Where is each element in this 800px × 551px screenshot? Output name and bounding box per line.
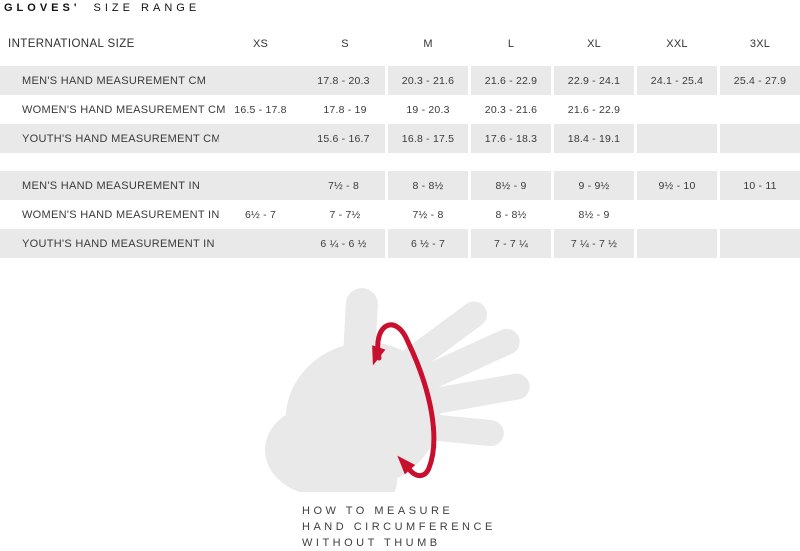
size-cell: 8½ - 9 (471, 171, 551, 200)
size-cell: 25.4 - 27.9 (720, 66, 800, 95)
size-cell: 16.5 - 17.8 (234, 103, 287, 116)
size-cell: 20.3 - 21.6 (388, 66, 468, 95)
size-cell: 20.3 - 21.6 (484, 103, 538, 116)
caption-line: WITHOUT THUMB (302, 537, 441, 549)
size-cell: 9 - 9½ (554, 171, 634, 200)
measure-arrow-icon (372, 322, 437, 479)
caption-line: HOW TO MEASURE (302, 505, 454, 517)
size-cell: 17.8 - 19 (323, 103, 367, 116)
hand-silhouette (265, 288, 530, 511)
size-cell (637, 95, 717, 124)
size-cell: 8 - 8½ (495, 208, 527, 221)
row-label: MEN'S HAND MEASUREMENT CM (0, 66, 219, 95)
size-cell: 7½ - 8 (412, 208, 444, 221)
size-cell: 6½ - 7 (245, 208, 276, 221)
size-cell: 21.6 - 22.9 (471, 66, 551, 95)
size-cell: 22.9 - 24.1 (554, 66, 634, 95)
caption-line: HAND CIRCUMFERENCE (302, 521, 496, 533)
size-column-header-xxl: XXL (666, 38, 688, 50)
row-label: YOUTH'S HAND MEASUREMENT CM (0, 124, 221, 153)
table-row-youths-cm: YOUTH'S HAND MEASUREMENT CM 15.6 - 16.7 … (0, 124, 800, 153)
size-cell: 24.1 - 25.4 (637, 66, 717, 95)
table-row-womens-in: WOMEN'S HAND MEASUREMENT IN 6½ - 7 7 - 7… (0, 200, 800, 229)
table-row-youths-in: YOUTH'S HAND MEASUREMENT IN 6 ¼ - 6 ½ 6 … (0, 229, 800, 258)
table-row-mens-cm: MEN'S HAND MEASUREMENT CM 17.8 - 20.3 20… (0, 66, 800, 95)
size-cell (219, 171, 302, 200)
row-label: WOMEN'S HAND MEASUREMENT CM (22, 103, 226, 116)
size-cell: 7 - 7 ¼ (471, 229, 551, 258)
table-header: INTERNATIONAL SIZE XS S M L XL XXL 3XL (0, 36, 800, 52)
size-cell: 18.4 - 19.1 (554, 124, 634, 153)
size-table: INTERNATIONAL SIZE XS S M L XL XXL 3XL M… (0, 36, 800, 258)
size-cell (637, 200, 717, 229)
size-cell: 7 - 7½ (329, 208, 361, 221)
size-cell: 19 - 20.3 (406, 103, 450, 116)
hand-measure-diagram (265, 288, 530, 511)
header-label: INTERNATIONAL SIZE (8, 38, 135, 50)
size-cell: 9½ - 10 (637, 171, 717, 200)
size-column-header-l: L (507, 38, 515, 50)
size-cell: 7½ - 8 (302, 171, 385, 200)
page-title: GLOVES' SIZE RANGE (4, 2, 200, 14)
size-cell: 7 ¼ - 7 ½ (554, 229, 634, 258)
measure-caption: HOW TO MEASURE HAND CIRCUMFERENCE WITHOU… (302, 503, 496, 551)
size-cell (219, 66, 302, 95)
table-row-womens-cm: WOMEN'S HAND MEASUREMENT CM 16.5 - 17.8 … (0, 95, 800, 124)
size-column-header-3xl: 3XL (749, 38, 771, 50)
size-cell: 17.6 - 18.3 (471, 124, 551, 153)
size-cell: 15.6 - 16.7 (302, 124, 385, 153)
page-title-brand: GLOVES' (4, 2, 81, 14)
table-row-mens-in: MEN'S HAND MEASUREMENT IN 7½ - 8 8 - 8½ … (0, 171, 800, 200)
size-cell: 6 ½ - 7 (388, 229, 468, 258)
size-cell (720, 229, 800, 258)
size-cell: 16.8 - 17.5 (388, 124, 468, 153)
size-column-header-xl: XL (587, 38, 601, 50)
row-label: YOUTH'S HAND MEASUREMENT IN (0, 229, 219, 258)
size-cell (720, 95, 800, 124)
hand-illustration (258, 280, 542, 511)
page-title-rest: SIZE RANGE (93, 2, 201, 14)
size-column-header-s: S (341, 38, 349, 50)
size-cell (637, 124, 717, 153)
size-cell (219, 124, 302, 153)
size-cell: 8½ - 9 (578, 208, 610, 221)
size-column-header-xs: XS (252, 38, 269, 50)
size-cell: 21.6 - 22.9 (567, 103, 621, 116)
size-cell: 6 ¼ - 6 ½ (302, 229, 385, 258)
size-cell (637, 229, 717, 258)
size-cell (720, 200, 800, 229)
row-label: MEN'S HAND MEASUREMENT IN (0, 171, 219, 200)
size-cell: 10 - 11 (720, 171, 800, 200)
row-label: WOMEN'S HAND MEASUREMENT IN (22, 208, 220, 221)
size-column-header-m: M (423, 38, 433, 50)
size-cell: 17.8 - 20.3 (302, 66, 385, 95)
size-cell (219, 229, 302, 258)
size-cell: 8 - 8½ (388, 171, 468, 200)
size-cell (720, 124, 800, 153)
